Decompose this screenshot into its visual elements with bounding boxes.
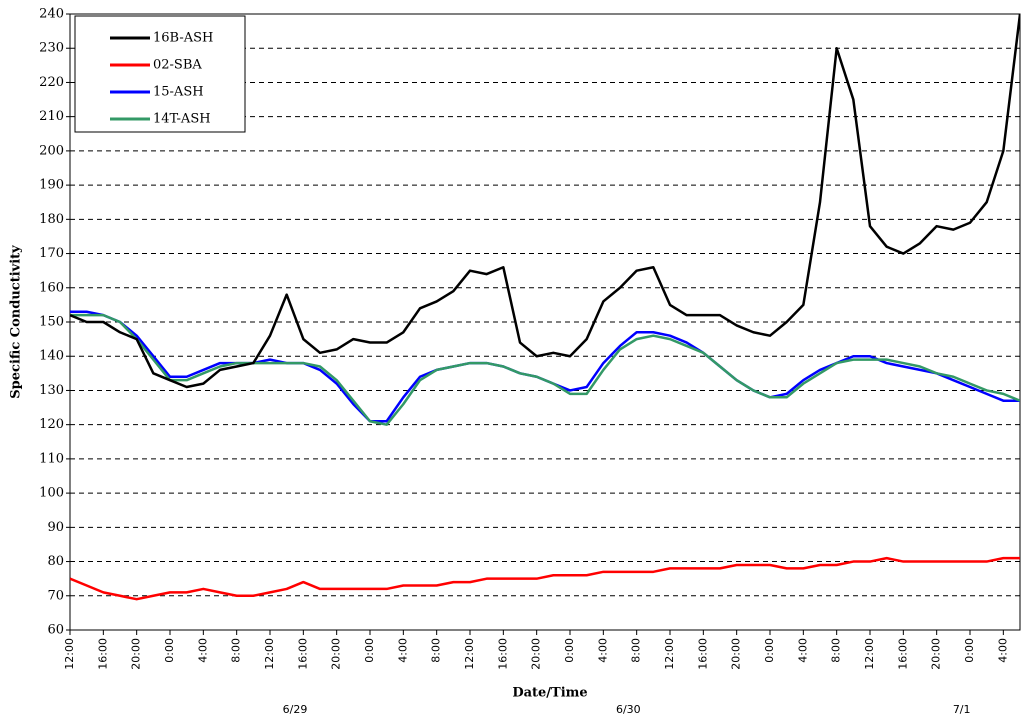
x-tick-label: 16:00 [496, 638, 509, 670]
x-tick-label: 8:00 [630, 638, 643, 663]
y-tick-label: 110 [39, 451, 64, 466]
y-tick-label: 160 [39, 280, 64, 295]
y-tick-label: 140 [39, 349, 64, 364]
x-date-label: 6/29 [283, 703, 308, 716]
x-tick-label: 20:00 [930, 638, 943, 670]
y-tick-label: 130 [39, 383, 64, 398]
series-line [70, 313, 1020, 426]
y-tick-label: 90 [47, 520, 64, 535]
y-tick-label: 70 [47, 588, 64, 603]
x-tick-label: 12:00 [463, 638, 476, 670]
x-tick-label: 12:00 [63, 638, 76, 670]
x-tick-label: 4:00 [796, 638, 809, 663]
x-tick-label: 12:00 [263, 638, 276, 670]
x-tick-label: 16:00 [296, 638, 309, 670]
y-tick-label: 150 [39, 315, 64, 330]
x-tick-label: 0:00 [763, 638, 776, 663]
x-axis-title: Date/Time [512, 686, 587, 701]
legend-box [74, 15, 246, 133]
legend-label: 16B-ASH [153, 31, 213, 46]
x-tick-label: 16:00 [696, 638, 709, 670]
x-tick-label: 8:00 [230, 638, 243, 663]
x-tick-label: 12:00 [663, 638, 676, 670]
y-tick-label: 170 [39, 246, 64, 261]
y-tick-label: 210 [39, 109, 64, 124]
legend-label: 15-ASH [153, 85, 204, 100]
series-line [70, 310, 1020, 423]
y-tick-label: 190 [39, 178, 64, 193]
x-tick-label: 20:00 [730, 638, 743, 670]
x-tick-label: 8:00 [430, 638, 443, 663]
y-tick-label: 100 [39, 486, 64, 501]
x-tick-label: 20:00 [330, 638, 343, 670]
x-tick-label: 20:00 [530, 638, 543, 670]
y-tick-label: 60 [47, 623, 64, 638]
x-tick-label: 4:00 [596, 638, 609, 663]
x-tick-label: 12:00 [863, 638, 876, 670]
x-tick-label: 0:00 [163, 638, 176, 663]
x-tick-label: 0:00 [963, 638, 976, 663]
x-tick-label: 16:00 [96, 638, 109, 670]
y-tick-label: 240 [39, 7, 64, 22]
x-tick-label: 8:00 [830, 638, 843, 663]
legend-label: 14T-ASH [153, 112, 211, 127]
legend-label: 02-SBA [153, 58, 202, 73]
x-tick-label: 16:00 [896, 638, 909, 670]
y-tick-label: 180 [39, 212, 64, 227]
y-tick-label: 230 [39, 41, 64, 56]
x-date-label: 6/30 [616, 703, 641, 716]
plot-frame [69, 13, 1021, 631]
y-tick-label: 120 [39, 417, 64, 432]
x-tick-label: 0:00 [363, 638, 376, 663]
x-tick-label: 0:00 [563, 638, 576, 663]
x-tick-label: 4:00 [196, 638, 209, 663]
y-tick-label: 200 [39, 143, 64, 158]
y-tick-label: 80 [47, 554, 64, 569]
y-tick-label: 220 [39, 75, 64, 90]
x-date-label: 7/1 [953, 703, 971, 716]
series-line [70, 14, 1020, 389]
x-tick-label: 20:00 [130, 638, 143, 670]
x-tick-label: 4:00 [396, 638, 409, 663]
series-line [70, 556, 1020, 601]
x-tick-label: 4:00 [996, 638, 1009, 663]
y-axis-title: Specific Conductivity [9, 245, 24, 399]
